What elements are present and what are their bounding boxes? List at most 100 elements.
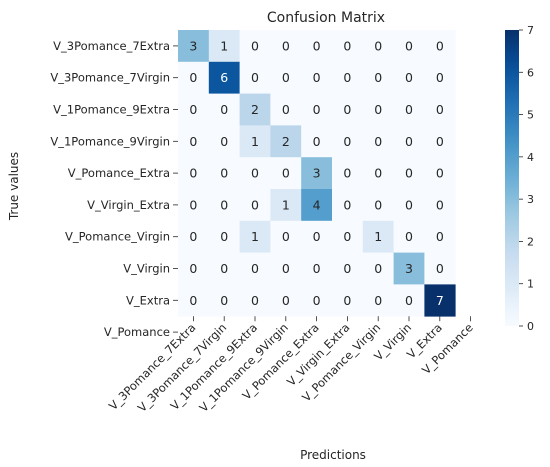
cell-value-label: 0: [374, 134, 382, 149]
cell-value-label: 3: [313, 166, 321, 181]
heatmap-cell: [424, 61, 456, 94]
heatmap-cell: [332, 157, 364, 190]
cell-value-label: 0: [436, 229, 444, 244]
heatmap-cell: [208, 189, 240, 222]
x-axis-label: Predictions: [300, 448, 366, 462]
heatmap-cell: [393, 157, 425, 190]
y-tick-label: V_Pomance_Virgin: [65, 230, 170, 244]
colorbar-gradient: [505, 30, 519, 326]
cell-value-label: 3: [405, 261, 413, 276]
heatmap-cell: [301, 125, 333, 158]
heatmap-cell: [301, 252, 333, 285]
heatmap-cell: [332, 93, 364, 126]
heatmap-cell: [332, 61, 364, 94]
cell-value-label: 0: [313, 293, 321, 308]
heatmap-cell: [239, 252, 271, 285]
cell-value-label: 0: [405, 38, 413, 53]
heatmap-cell: [178, 125, 210, 158]
cell-value-label: 0: [374, 197, 382, 212]
heatmap-cell: [270, 30, 302, 63]
cell-value-label: 0: [374, 38, 382, 53]
chart-title: Confusion Matrix: [267, 10, 385, 26]
heatmap-cell: [424, 125, 456, 158]
heatmap-cell: [270, 93, 302, 126]
cell-value-label: 0: [189, 197, 197, 212]
colorbar-tick-label: 5: [527, 109, 534, 122]
cell-value-label: 0: [436, 166, 444, 181]
heatmap-cell: [332, 284, 364, 317]
cell-value-label: 0: [405, 134, 413, 149]
heatmap-cell: [301, 93, 333, 126]
cell-value-label: 0: [405, 293, 413, 308]
cell-value-label: 0: [282, 70, 290, 85]
heatmap-cell: [208, 30, 240, 63]
heatmap-cell: [239, 61, 271, 94]
heatmap-cell: [393, 252, 425, 285]
heatmap-cell: [301, 157, 333, 190]
heatmap-cell: [208, 157, 240, 190]
heatmap-cell: [332, 252, 364, 285]
y-tick-label: V_3Pomance_7Virgin: [50, 71, 170, 85]
heatmap-cell: [362, 284, 394, 317]
cell-value-label: 0: [220, 293, 228, 308]
heatmap-cell: [239, 220, 271, 253]
heatmap-cell: [362, 125, 394, 158]
heatmap-cell: [208, 252, 240, 285]
cell-value-label: 0: [343, 229, 351, 244]
cell-value-label: 1: [251, 229, 259, 244]
cell-value-label: 0: [251, 197, 259, 212]
heatmap-cell: [393, 61, 425, 94]
heatmap-cell: [301, 61, 333, 94]
heatmap-cell: [393, 220, 425, 253]
cell-value-label: 0: [374, 293, 382, 308]
cell-value-label: 0: [405, 102, 413, 117]
cell-value-label: 0: [251, 166, 259, 181]
heatmap-cell: [239, 30, 271, 63]
cell-value-label: 0: [189, 293, 197, 308]
heatmap-cell: [178, 220, 210, 253]
cell-value-label: 0: [436, 134, 444, 149]
cell-value-label: 0: [282, 38, 290, 53]
cell-value-label: 0: [251, 293, 259, 308]
heatmap-cell: [270, 284, 302, 317]
colorbar-tick-label: 0: [527, 320, 534, 333]
heatmap-cell: [178, 30, 210, 63]
y-axis-label: True values: [7, 152, 21, 221]
cell-value-label: 0: [374, 166, 382, 181]
cell-value-label: 0: [313, 38, 321, 53]
cell-value-label: 0: [220, 229, 228, 244]
cell-value-label: 0: [436, 102, 444, 117]
cell-value-label: 0: [189, 166, 197, 181]
cell-value-label: 0: [220, 261, 228, 276]
heatmap-cell: [424, 252, 456, 285]
heatmap-cell: [424, 157, 456, 190]
heatmap-cell: [362, 61, 394, 94]
cell-value-label: 0: [220, 197, 228, 212]
heatmap-cell: [362, 220, 394, 253]
cell-value-label: 0: [343, 102, 351, 117]
cell-value-label: 0: [282, 293, 290, 308]
cell-value-label: 2: [282, 134, 290, 149]
y-tick-label: V_Extra: [126, 293, 170, 307]
heatmap-cell: [270, 189, 302, 222]
heatmap-cell: [301, 284, 333, 317]
cell-value-label: 0: [251, 70, 259, 85]
heatmap-cell: [362, 252, 394, 285]
heatmap-cell: [270, 220, 302, 253]
cell-value-label: 0: [313, 134, 321, 149]
colorbar-tick-label: 7: [527, 24, 534, 37]
cell-value-label: 0: [220, 134, 228, 149]
heatmap-cell: [178, 157, 210, 190]
cell-value-label: 0: [313, 229, 321, 244]
cell-value-label: 0: [220, 166, 228, 181]
heatmap-cell: [208, 93, 240, 126]
cell-value-label: 0: [189, 70, 197, 85]
heatmap-cell: [301, 220, 333, 253]
colorbar: 0 1 2 3 4 5 6 7: [505, 24, 534, 333]
heatmap-cell: [208, 125, 240, 158]
cell-value-label: 0: [343, 197, 351, 212]
heatmap-cell: [239, 125, 271, 158]
heatmap-cells: 3 1 0 0 0 0 0 0 0 0 6 0 0 0 0 0 0 0 0 0 2 0 0 0 0 0 0 0 0 1 2 0 0 0 0 0 0 0 0 0…: [178, 30, 456, 317]
heatmap-cell: [208, 284, 240, 317]
